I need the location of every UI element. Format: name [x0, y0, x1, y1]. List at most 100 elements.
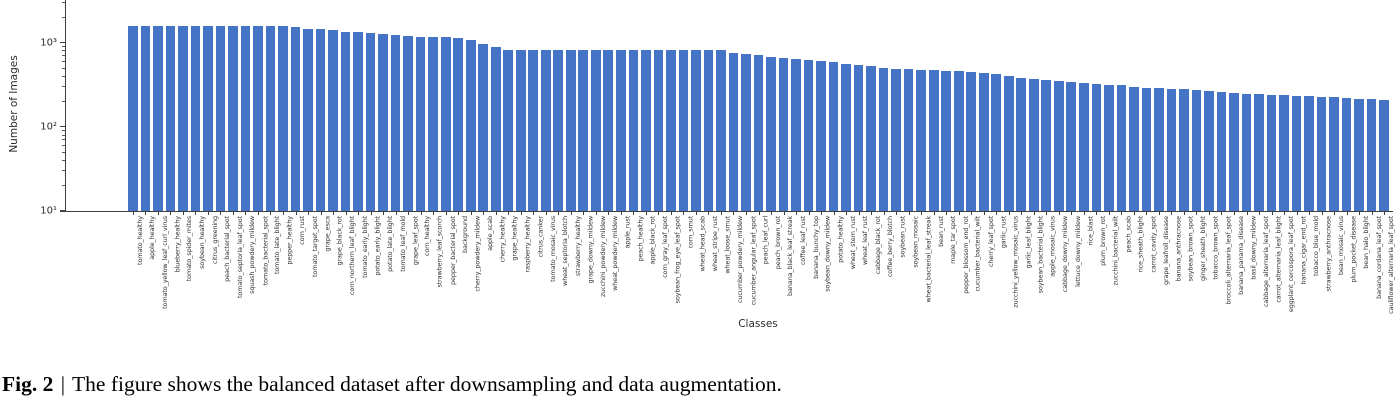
bar — [1329, 97, 1339, 211]
bar — [1116, 85, 1127, 211]
x-tick-label: cucumber_powdery_mildew — [736, 215, 745, 303]
x-tick — [220, 211, 222, 215]
bar — [728, 52, 739, 211]
caption-separator: | — [60, 372, 66, 396]
bar — [878, 68, 889, 211]
bar — [365, 33, 376, 211]
x-tick — [1271, 211, 1273, 215]
x-tick-label: wheat_stripe_rust — [711, 215, 720, 271]
x-tick-label: tomato_leaf_mold — [398, 215, 407, 272]
bar — [891, 68, 901, 211]
y-tick-major — [60, 126, 65, 128]
bar — [278, 25, 288, 211]
x-tick-label: tomato_early_blight — [360, 215, 369, 278]
x-tick — [871, 211, 873, 215]
bar — [978, 73, 989, 211]
x-tick — [558, 211, 560, 215]
x-tick-label: potato_healthy — [836, 215, 845, 263]
x-tick — [833, 211, 835, 215]
bar — [465, 39, 476, 211]
bar — [440, 37, 451, 211]
x-tick — [1309, 211, 1311, 215]
x-tick-label: tomato_late_blight — [273, 215, 282, 274]
x-tick-label: bean_mosaic_virus — [1336, 215, 1345, 275]
x-tick — [345, 211, 347, 215]
x-tick-label: apple_black_rot — [648, 215, 657, 265]
bar — [1341, 97, 1352, 211]
x-tick — [395, 211, 397, 215]
bar — [1379, 99, 1389, 211]
x-tick — [1384, 211, 1386, 215]
bar — [628, 50, 639, 211]
bar — [515, 50, 526, 211]
x-tick — [796, 211, 798, 215]
x-tick — [645, 211, 647, 215]
x-tick-label: corn_northern_leaf_blight — [348, 215, 357, 295]
y-tick-label: 10³ — [40, 37, 57, 49]
x-tick — [908, 211, 910, 215]
x-tick — [170, 211, 172, 215]
bar — [390, 34, 401, 211]
x-tick-label: grape_esca — [323, 215, 332, 252]
x-tick-label: plum_pocket_disease — [1349, 215, 1358, 282]
x-tick — [1359, 211, 1361, 215]
bar — [1366, 98, 1377, 211]
x-tick-label: wheat_bacterial_leaf_streak — [923, 215, 932, 302]
y-tick-minor — [62, 46, 65, 48]
x-tick — [1221, 211, 1223, 215]
bar — [1291, 95, 1302, 211]
x-tick-label: peach_bacterial_spot — [223, 215, 232, 282]
x-tick-label: pepper_blossom_end_rot — [961, 215, 970, 294]
x-tick-label: peach_leaf_curl — [761, 215, 770, 264]
x-tick-label: squash_powdery_mildew — [248, 215, 257, 294]
x-tick-label: tomato_healthy — [135, 215, 144, 265]
x-tick-label: coffee_berry_blotch — [886, 215, 895, 277]
caption-text: The figure shows the balanced dataset af… — [72, 372, 782, 396]
bar — [190, 25, 201, 211]
x-tick — [933, 211, 935, 215]
bar — [616, 50, 626, 211]
x-tick — [1083, 211, 1085, 215]
x-tick — [1021, 211, 1023, 215]
y-tick-minor — [62, 60, 65, 62]
x-tick — [720, 211, 722, 215]
x-tick-label: wheat_leaf_rust — [861, 215, 870, 265]
x-tick — [483, 211, 485, 215]
bar — [928, 70, 939, 211]
y-tick-minor — [62, 16, 65, 18]
x-tick-label: tobacco_blue_mold — [1311, 215, 1320, 276]
x-tick-label: tomato_septoria_leaf_spot — [235, 215, 244, 298]
x-tick-label: pepper_bacterial_spot — [448, 215, 457, 285]
bar — [1104, 84, 1114, 211]
bar — [590, 50, 601, 211]
bar — [290, 27, 301, 211]
x-tick-label: rice_sheath_blight — [1136, 215, 1145, 273]
x-tick — [370, 211, 372, 215]
x-tick-label: cauliflower_alternaria_leaf_spot — [1386, 215, 1395, 314]
y-tick-minor — [62, 170, 65, 172]
x-tick — [608, 211, 610, 215]
x-tick-label: soybean_bacterial_blight — [1036, 215, 1045, 293]
x-tick — [257, 211, 259, 215]
x-tick — [958, 211, 960, 215]
y-axis-label: Number of Images — [8, 55, 20, 153]
x-tick — [1071, 211, 1073, 215]
x-tick-label: carrot_alternaria_leaf_blight — [1274, 215, 1283, 303]
bar — [1229, 93, 1239, 211]
bar — [1279, 95, 1289, 211]
bar — [703, 50, 714, 211]
bar — [1129, 86, 1139, 211]
bar — [165, 25, 176, 211]
x-tick — [195, 211, 197, 215]
bar — [1216, 92, 1227, 211]
y-tick-minor — [62, 86, 65, 88]
y-tick-major — [60, 210, 65, 212]
x-tick — [1233, 211, 1235, 215]
y-tick-minor — [62, 139, 65, 141]
x-tick-label: eggplant_cercospora_leaf_spot — [1286, 215, 1295, 312]
x-tick-label: wheat_septoria_blotch — [561, 215, 570, 286]
bar — [716, 50, 726, 211]
x-tick — [508, 211, 510, 215]
x-tick — [808, 211, 810, 215]
x-tick-label: strawberry_leaf_scorch — [435, 215, 444, 288]
